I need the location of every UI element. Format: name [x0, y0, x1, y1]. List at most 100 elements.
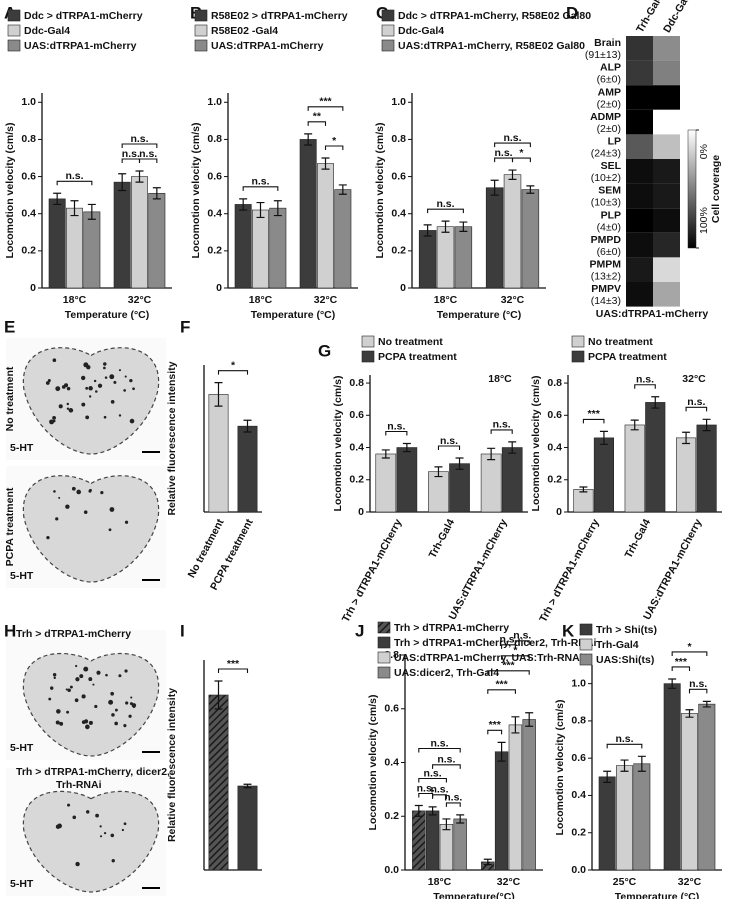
bar — [439, 824, 454, 871]
legend-swatch — [571, 350, 585, 363]
stained-cell — [114, 721, 118, 726]
bar — [616, 765, 633, 871]
stained-cell — [86, 365, 91, 370]
x-tick-label: UAS:dTRPA1-mCherry — [446, 517, 509, 622]
significance-label: n.s. — [436, 198, 454, 210]
significance-label: * — [513, 645, 518, 657]
stained-cell — [81, 375, 86, 381]
bar — [234, 204, 252, 289]
y-tick-label: 0.6 — [21, 170, 36, 182]
significance-label: n.s. — [499, 634, 517, 646]
significance-label: * — [519, 147, 524, 159]
stained-cell — [109, 507, 115, 512]
image-label: Trh-RNAi — [56, 779, 102, 791]
stained-cell — [55, 720, 60, 725]
bar — [317, 163, 334, 289]
significance-label: n.s. — [444, 792, 462, 804]
stained-cell — [85, 386, 89, 390]
y-tick-label: 0.0 — [571, 864, 586, 876]
significance-bracket — [56, 180, 93, 186]
legend-label: UAS:dTRPA1-mCherry, R58E02 Gal80 — [398, 40, 585, 52]
stained-cell — [86, 810, 90, 814]
stained-cell — [132, 705, 136, 709]
bar — [598, 776, 616, 871]
error-bar — [214, 680, 223, 710]
bar — [252, 209, 269, 289]
y-tick-label: 0 — [216, 282, 222, 294]
stained-cell — [130, 696, 133, 699]
legend-swatch — [377, 651, 391, 664]
error-bar — [526, 185, 535, 194]
bar — [299, 139, 317, 289]
stained-cell — [111, 859, 115, 863]
bar — [501, 447, 523, 513]
significance-bracket — [138, 158, 158, 163]
stained-cell — [66, 402, 70, 406]
error-bar — [53, 192, 62, 206]
significance-bracket — [324, 145, 344, 150]
stained-cell — [88, 489, 92, 493]
stained-cell — [92, 683, 95, 686]
stained-cell — [75, 861, 80, 867]
y-tick-label: 0 — [556, 506, 562, 518]
legend-label: UAS:dTRPA1-mCherry — [24, 40, 137, 52]
y-tick-label: 0.2 — [21, 245, 36, 257]
y-tick-label: 0.6 — [391, 170, 406, 182]
stained-cell — [132, 387, 135, 391]
y-tick-label: 0.6 — [349, 409, 364, 421]
heatmap-cell — [653, 208, 680, 233]
significance-label: n.s. — [139, 148, 157, 160]
significance-bracket — [418, 777, 447, 783]
condition-label: 32°C — [682, 373, 706, 385]
bar — [436, 226, 455, 289]
significance-bracket — [487, 729, 503, 735]
legend-swatch — [377, 636, 391, 649]
stained-cell — [124, 520, 129, 524]
error-bar — [338, 184, 347, 195]
stained-cell — [55, 517, 59, 521]
stained-cell — [93, 379, 97, 383]
x-tick-label: UAS:dTRPA1-mCherry — [641, 517, 704, 622]
significance-label: * — [687, 641, 692, 653]
stained-cell — [97, 383, 103, 388]
stained-cell — [88, 395, 92, 398]
y-tick-label: 1.0 — [207, 96, 222, 108]
y-tick-label: 0.2 — [349, 474, 364, 486]
stained-cell — [58, 496, 61, 499]
legend-swatch — [579, 653, 593, 666]
x-tick-label: 32°C — [497, 876, 521, 888]
stained-cell — [64, 383, 69, 388]
y-tick-label: 0.2 — [571, 827, 586, 839]
x-tick-label: Trh > dTRPA1-mCherry — [537, 517, 602, 624]
error-bar — [214, 382, 223, 407]
significance-bracket — [511, 157, 531, 163]
y-tick-label: 0 — [30, 282, 36, 294]
bar — [208, 394, 229, 513]
stained-cell — [75, 664, 78, 668]
y-axis-label: Locomotion velocity (cm/s) — [530, 376, 542, 512]
legend-label: Ddc > dTRPA1-mCherry — [24, 10, 143, 22]
legend-label: Ddc-Gal4 — [24, 25, 70, 37]
row-label: LP — [608, 135, 621, 147]
bar — [508, 724, 523, 871]
stained-cell — [83, 666, 89, 672]
significance-bracket — [490, 429, 513, 434]
row-label: SEM — [598, 185, 621, 197]
stained-cell — [110, 399, 115, 404]
bar — [113, 181, 131, 289]
legend-label: Ddc-Gal4 — [398, 25, 444, 37]
y-axis-label: Locomotion velocity (cm/s) — [4, 123, 16, 259]
legend-swatch — [377, 666, 391, 679]
y-axis-label: Locomotion velocity (cm/s) — [367, 695, 379, 831]
heatmap-cell — [653, 60, 680, 86]
stained-cell — [104, 376, 108, 379]
stained-cell — [118, 674, 122, 678]
row-count: (2±0) — [597, 98, 621, 110]
y-tick-label: 0 — [358, 506, 364, 518]
image-label: Trh > dTRPA1-mCherry, dicer2, — [16, 766, 170, 778]
legend-label: Trh > Shi(ts) — [596, 624, 657, 636]
stained-cell — [105, 673, 108, 677]
significance-bracket — [307, 106, 344, 111]
error-bar — [490, 179, 499, 196]
